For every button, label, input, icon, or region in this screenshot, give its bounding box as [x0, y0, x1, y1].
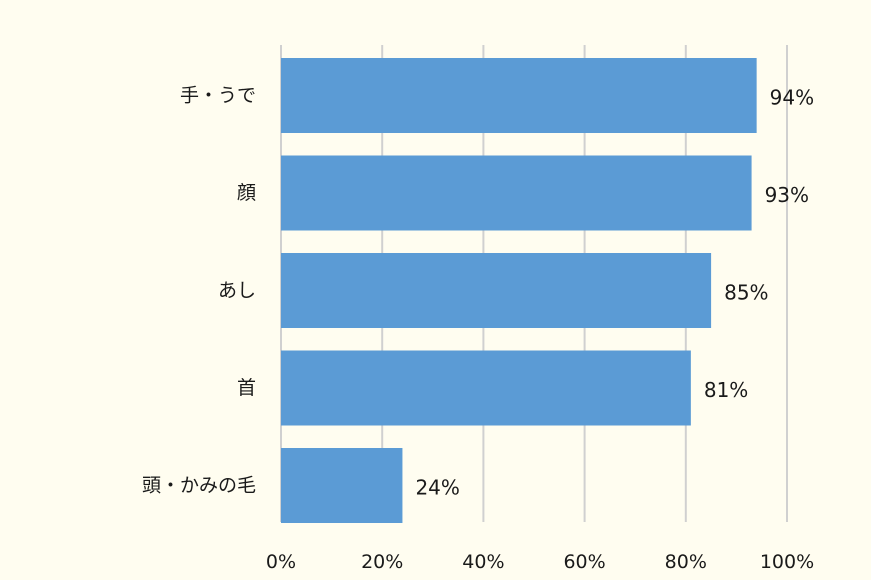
x-tick-label: 40% [462, 551, 504, 573]
bar [281, 155, 752, 231]
bar [281, 58, 757, 133]
x-tick-label: 100% [760, 551, 814, 573]
value-labels: 94% 93% 85% 81% 24% [415, 86, 814, 500]
value-label: 94% [770, 86, 814, 110]
bar [281, 350, 691, 426]
x-tick-label: 60% [563, 551, 605, 573]
bar [281, 253, 712, 328]
x-axis-tick-labels: 0% 20% 40% 60% 80% 100% [266, 551, 814, 573]
x-tick-label: 20% [361, 551, 403, 573]
value-label: 85% [724, 281, 768, 305]
x-tick-label: 80% [665, 551, 707, 573]
category-label: あし [218, 280, 256, 302]
category-label: 首 [237, 377, 256, 399]
category-label: 頭・かみの毛 [142, 475, 256, 497]
bar [281, 448, 403, 523]
bars [281, 58, 757, 523]
x-tick-label: 0% [266, 551, 296, 573]
category-label: 顔 [237, 182, 256, 204]
category-label: 手・うで [180, 85, 256, 107]
value-label: 24% [415, 476, 459, 500]
value-label: 93% [765, 183, 809, 207]
value-label: 81% [704, 378, 748, 402]
